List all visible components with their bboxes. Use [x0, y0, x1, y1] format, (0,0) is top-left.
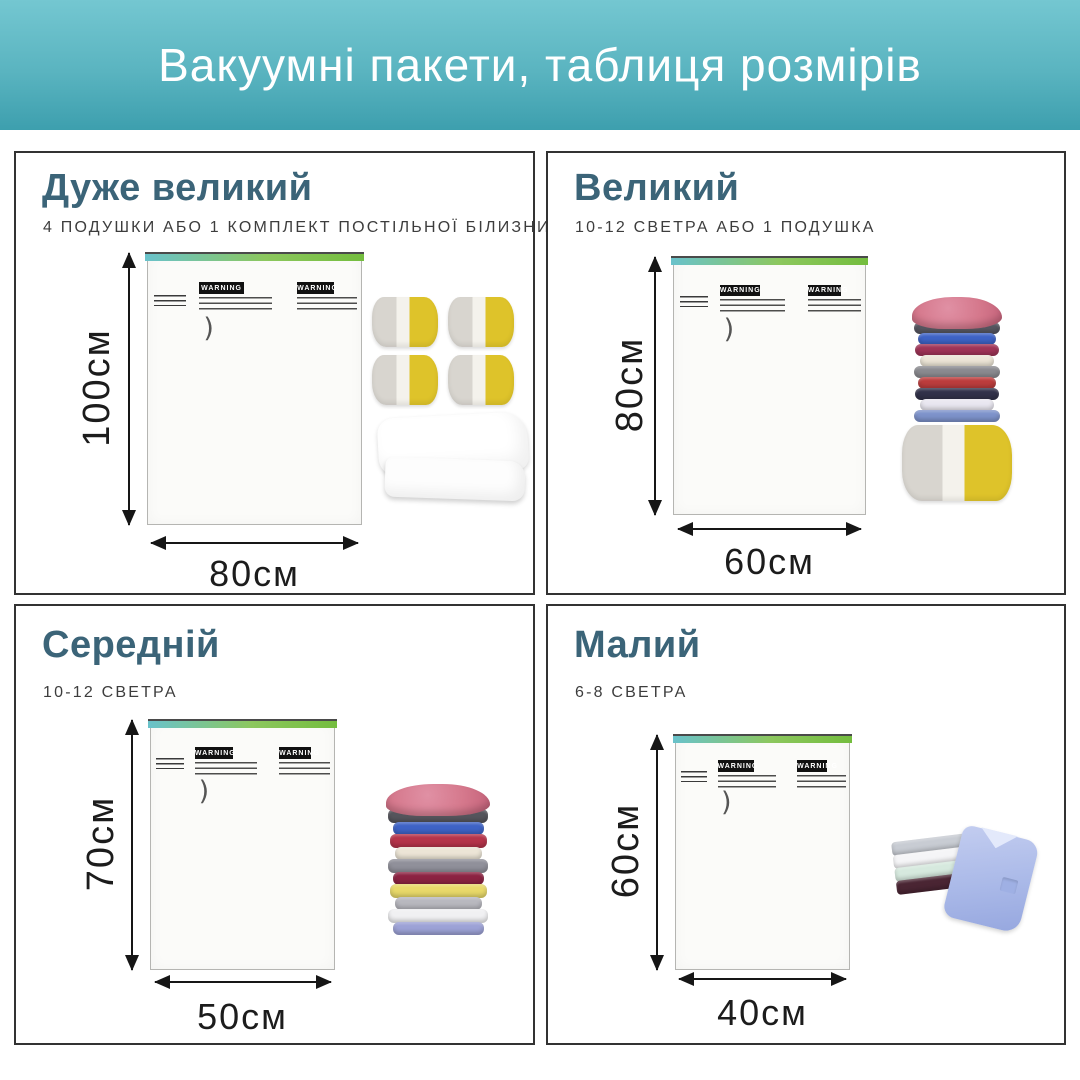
width-arrow — [151, 535, 358, 551]
duvet-illustration — [376, 411, 533, 525]
height-arrow — [121, 253, 137, 525]
bag-fine-print — [681, 770, 708, 782]
pillow-icon — [372, 297, 438, 347]
warning-block: WARNING — [719, 284, 785, 313]
warning-fine-print — [199, 296, 272, 310]
bag-fine-print — [154, 294, 187, 306]
warning-text: WARNING — [297, 282, 337, 294]
height-dimension-label: 80см — [609, 336, 652, 433]
warning-fine-print — [797, 774, 846, 788]
card-title: Великий — [574, 167, 740, 209]
bag-seal-strip — [148, 719, 337, 728]
vacuum-bag-illustration: WARNING WARNING ) — [673, 734, 852, 970]
warning-text: WARNING — [194, 747, 235, 759]
warning-text: WARNING — [797, 760, 837, 772]
bag-seal-strip — [671, 256, 868, 265]
size-card-medium: Середній 10-12 СВЕТРА 70см WARNING WARNI… — [14, 604, 535, 1045]
height-arrow — [124, 720, 140, 970]
width-dimension-label: 50см — [197, 996, 288, 1037]
duvet-bottom-fold — [384, 456, 526, 502]
warning-block: WARNING — [797, 760, 846, 788]
card-subtitle: 10-12 СВЕТРА АБО 1 ПОДУШКА — [575, 219, 876, 236]
warning-text: WARNING — [279, 747, 319, 759]
width-dimension-label: 60см — [724, 541, 815, 582]
pillow-icon — [902, 425, 1012, 501]
pillow-icon — [372, 355, 438, 405]
warning-fine-print — [297, 296, 357, 310]
bag-seal-strip — [673, 734, 852, 743]
warning-block: WARNING — [194, 747, 258, 775]
page-header: Вакуумні пакети, таблиця розмірів — [0, 0, 1080, 130]
page-title: Вакуумні пакети, таблиця розмірів — [158, 39, 922, 91]
vacuum-bag-illustration: WARNING WARNING ) — [671, 256, 868, 515]
bag-fine-print — [156, 758, 184, 770]
sweater-stack-illustration — [386, 784, 490, 935]
warning-text: WARNING — [717, 760, 757, 772]
height-dimension-label: 100см — [75, 328, 118, 447]
warning-fine-print — [717, 774, 777, 788]
size-card-extra-large: Дуже великий 4 ПОДУШКИ АБО 1 КОМПЛЕКТ ПО… — [14, 151, 549, 595]
width-dimension-label: 40см — [717, 992, 808, 1033]
card-title: Дуже великий — [42, 167, 313, 209]
height-dimension-label: 70см — [80, 795, 123, 892]
width-arrow — [155, 974, 331, 990]
card-subtitle: 4 ПОДУШКИ АБО 1 КОМПЛЕКТ ПОСТІЛЬНОЇ БІЛИ… — [43, 219, 551, 236]
width-arrow — [679, 971, 846, 987]
warning-text: WARNING — [807, 284, 848, 297]
card-title: Малий — [574, 624, 701, 666]
height-dimension-label: 60см — [605, 802, 648, 899]
size-card-small: Малий 6-8 СВЕТРА 60см WARNING WARNING ) … — [546, 604, 1066, 1045]
pillow-icon — [448, 297, 514, 347]
bag-fine-print — [679, 296, 709, 308]
card-subtitle: 6-8 СВЕТРА — [575, 684, 688, 701]
height-arrow — [649, 735, 665, 970]
pink-sweater-icon — [912, 297, 1002, 329]
card-subtitle: 10-12 СВЕТРА — [43, 684, 178, 701]
card-title: Середній — [42, 624, 220, 666]
pink-sweater-icon — [386, 784, 490, 816]
warning-block: WARNING — [717, 760, 777, 788]
warning-block: WARNING — [279, 747, 331, 775]
warning-fine-print — [194, 761, 258, 775]
warning-fine-print — [807, 299, 862, 313]
sweater-stack-illustration — [912, 297, 1002, 422]
height-arrow — [647, 257, 663, 515]
bag-hang-hole-icon: ) — [203, 313, 214, 345]
size-card-large: Великий 10-12 СВЕТРА АБО 1 ПОДУШКА 80см … — [546, 151, 1066, 595]
bag-seal-strip — [145, 252, 364, 261]
bag-hang-hole-icon: ) — [720, 787, 732, 819]
width-dimension-label: 80см — [209, 553, 300, 594]
warning-fine-print — [719, 299, 785, 313]
warning-block: WARNING — [297, 282, 357, 310]
bag-hang-hole-icon: ) — [198, 775, 210, 807]
warning-block: WARNING — [807, 284, 862, 313]
vacuum-bag-illustration: WARNING WARNING ) — [148, 719, 337, 970]
width-arrow — [678, 521, 861, 537]
warning-block: WARNING — [199, 282, 272, 310]
warning-fine-print — [279, 761, 331, 775]
bag-hang-hole-icon: ) — [723, 314, 735, 346]
pillow-icon — [448, 355, 514, 405]
warning-text: WARNING — [719, 284, 761, 297]
warning-text: WARNING — [199, 282, 244, 294]
vacuum-bag-illustration: WARNING WARNING ) — [145, 252, 364, 525]
pillows-illustration — [372, 297, 514, 405]
